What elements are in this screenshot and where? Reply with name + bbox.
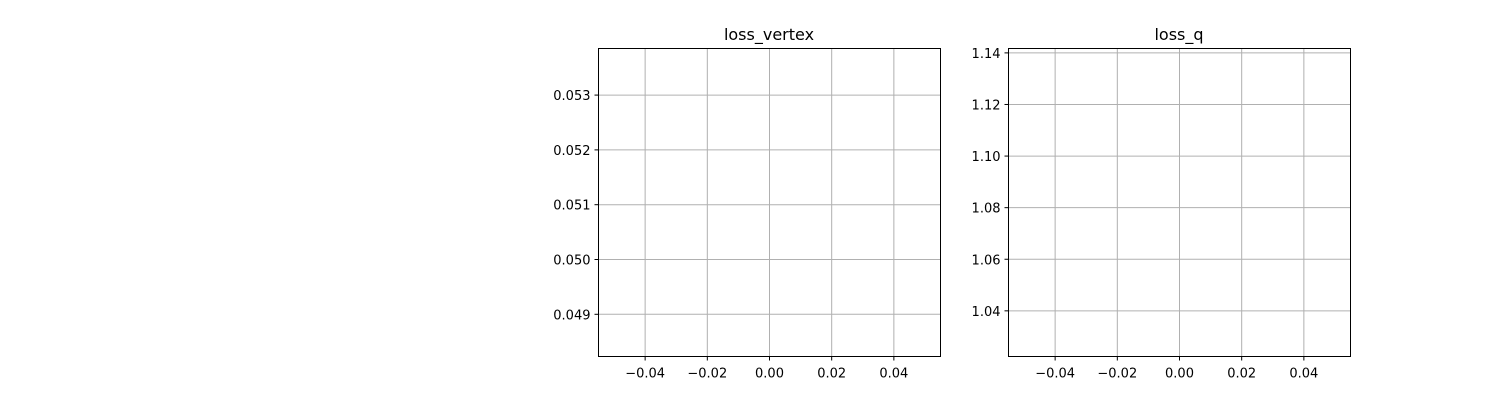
y-tick-label: 1.14 — [972, 47, 1001, 62]
y-tick-label: 1.06 — [972, 253, 1001, 268]
subplot-title: loss_q — [1154, 25, 1203, 45]
x-tick-label: 0.02 — [817, 367, 846, 382]
x-tick-label: 0.00 — [755, 367, 784, 382]
y-tick-label: 1.08 — [972, 202, 1001, 217]
y-tick-label: 1.10 — [972, 150, 1001, 165]
subplot-title: loss_vertex — [724, 25, 814, 45]
x-tick-label: −0.02 — [1097, 367, 1137, 382]
axes-frame — [598, 48, 941, 357]
subplot-loss-q: loss_q −0.04 −0.02 0.00 0.02 0.04 1.04 1.06 1.0… — [972, 25, 1351, 382]
y-tick-label: 0.052 — [553, 144, 590, 159]
axes-frame — [1008, 48, 1351, 357]
y-tick-label: 1.04 — [972, 305, 1001, 320]
x-tick-label: 0.02 — [1227, 367, 1256, 382]
y-tick-label: 0.053 — [553, 89, 590, 104]
x-tick-label: −0.04 — [625, 367, 665, 382]
y-tick-label: 0.050 — [553, 253, 590, 268]
y-tick-label: 1.12 — [972, 98, 1001, 113]
x-tick-label: 0.00 — [1165, 367, 1194, 382]
x-tick-label: −0.04 — [1035, 367, 1075, 382]
y-tick-label: 0.051 — [553, 199, 590, 214]
x-tick-label: 0.04 — [879, 367, 908, 382]
x-tick-label: 0.04 — [1289, 367, 1318, 382]
y-tick-label: 0.049 — [553, 308, 590, 323]
x-tick-label: −0.02 — [687, 367, 727, 382]
subplot-loss-vertex: loss_vertex −0.04 −0.02 0.00 0.02 0.04 0.049 0… — [553, 25, 941, 382]
